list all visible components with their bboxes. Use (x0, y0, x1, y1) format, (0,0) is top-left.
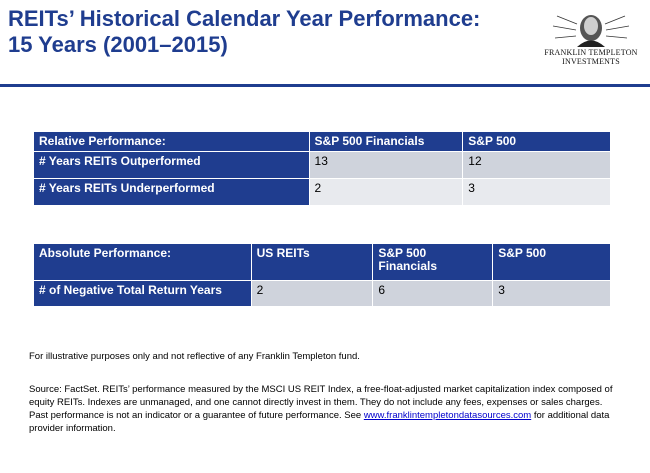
row-label: # Years REITs Underperformed (33, 178, 310, 206)
table-header-cell: Absolute Performance: (33, 243, 252, 281)
table-cell: 3 (462, 178, 611, 206)
source-suffix: for additional data provider information… (29, 410, 610, 434)
table-header-cell: Relative Performance: (33, 131, 310, 152)
relative-performance-table: Relative Performance: S&P 500 Financials… (33, 131, 611, 206)
franklin-templeton-logo: FRANKLIN TEMPLETON INVESTMENTS (535, 10, 647, 72)
page-title-line-2: 15 Years (2001–2015) (8, 32, 228, 57)
absolute-performance-table: Absolute Performance: US REITs S&P 500 F… (33, 243, 611, 307)
logo-wordmark: FRANKLIN TEMPLETON INVESTMENTS (535, 48, 647, 66)
table-cell: 2 (250, 280, 374, 307)
table-header-row: Relative Performance: S&P 500 Financials… (33, 131, 611, 152)
table-cell: 12 (462, 151, 611, 179)
source-text: Source: FactSet. REITs’ performance meas… (29, 384, 613, 421)
logo-line-2: INVESTMENTS (562, 57, 620, 66)
table-header-cell: S&P 500 (492, 243, 611, 281)
table-row: # Years REITs Underperformed 2 3 (33, 178, 611, 206)
table-header-row: Absolute Performance: US REITs S&P 500 F… (33, 243, 611, 281)
page-title: REITs’ Historical Calendar Year Performa… (8, 6, 480, 58)
table-row: # Years REITs Outperformed 13 12 (33, 151, 611, 179)
illustrative-disclaimer: For illustrative purposes only and not r… (29, 351, 360, 362)
data-sources-link[interactable]: www.franklintempletondatasources.com (363, 410, 532, 421)
logo-line-1: FRANKLIN TEMPLETON (544, 48, 638, 57)
source-note: Source: FactSet. REITs’ performance meas… (29, 383, 621, 435)
page-title-line-1: REITs’ Historical Calendar Year Performa… (8, 6, 481, 31)
table-header-cell: S&P 500 (462, 131, 611, 152)
table-cell: 13 (308, 151, 464, 179)
table-row: # of Negative Total Return Years 2 6 3 (33, 280, 611, 307)
row-label: # of Negative Total Return Years (33, 280, 252, 307)
benjamin-franklin-portrait-icon (552, 15, 630, 47)
row-label: # Years REITs Outperformed (33, 151, 310, 179)
table-header-cell: S&P 500 Financials (372, 243, 494, 281)
table-cell: 2 (308, 178, 464, 206)
table-header-cell: US REITs (250, 243, 374, 281)
table-header-cell: S&P 500 Financials (308, 131, 464, 152)
table-cell: 6 (372, 280, 494, 307)
header-divider (0, 84, 650, 87)
table-cell: 3 (492, 280, 611, 307)
